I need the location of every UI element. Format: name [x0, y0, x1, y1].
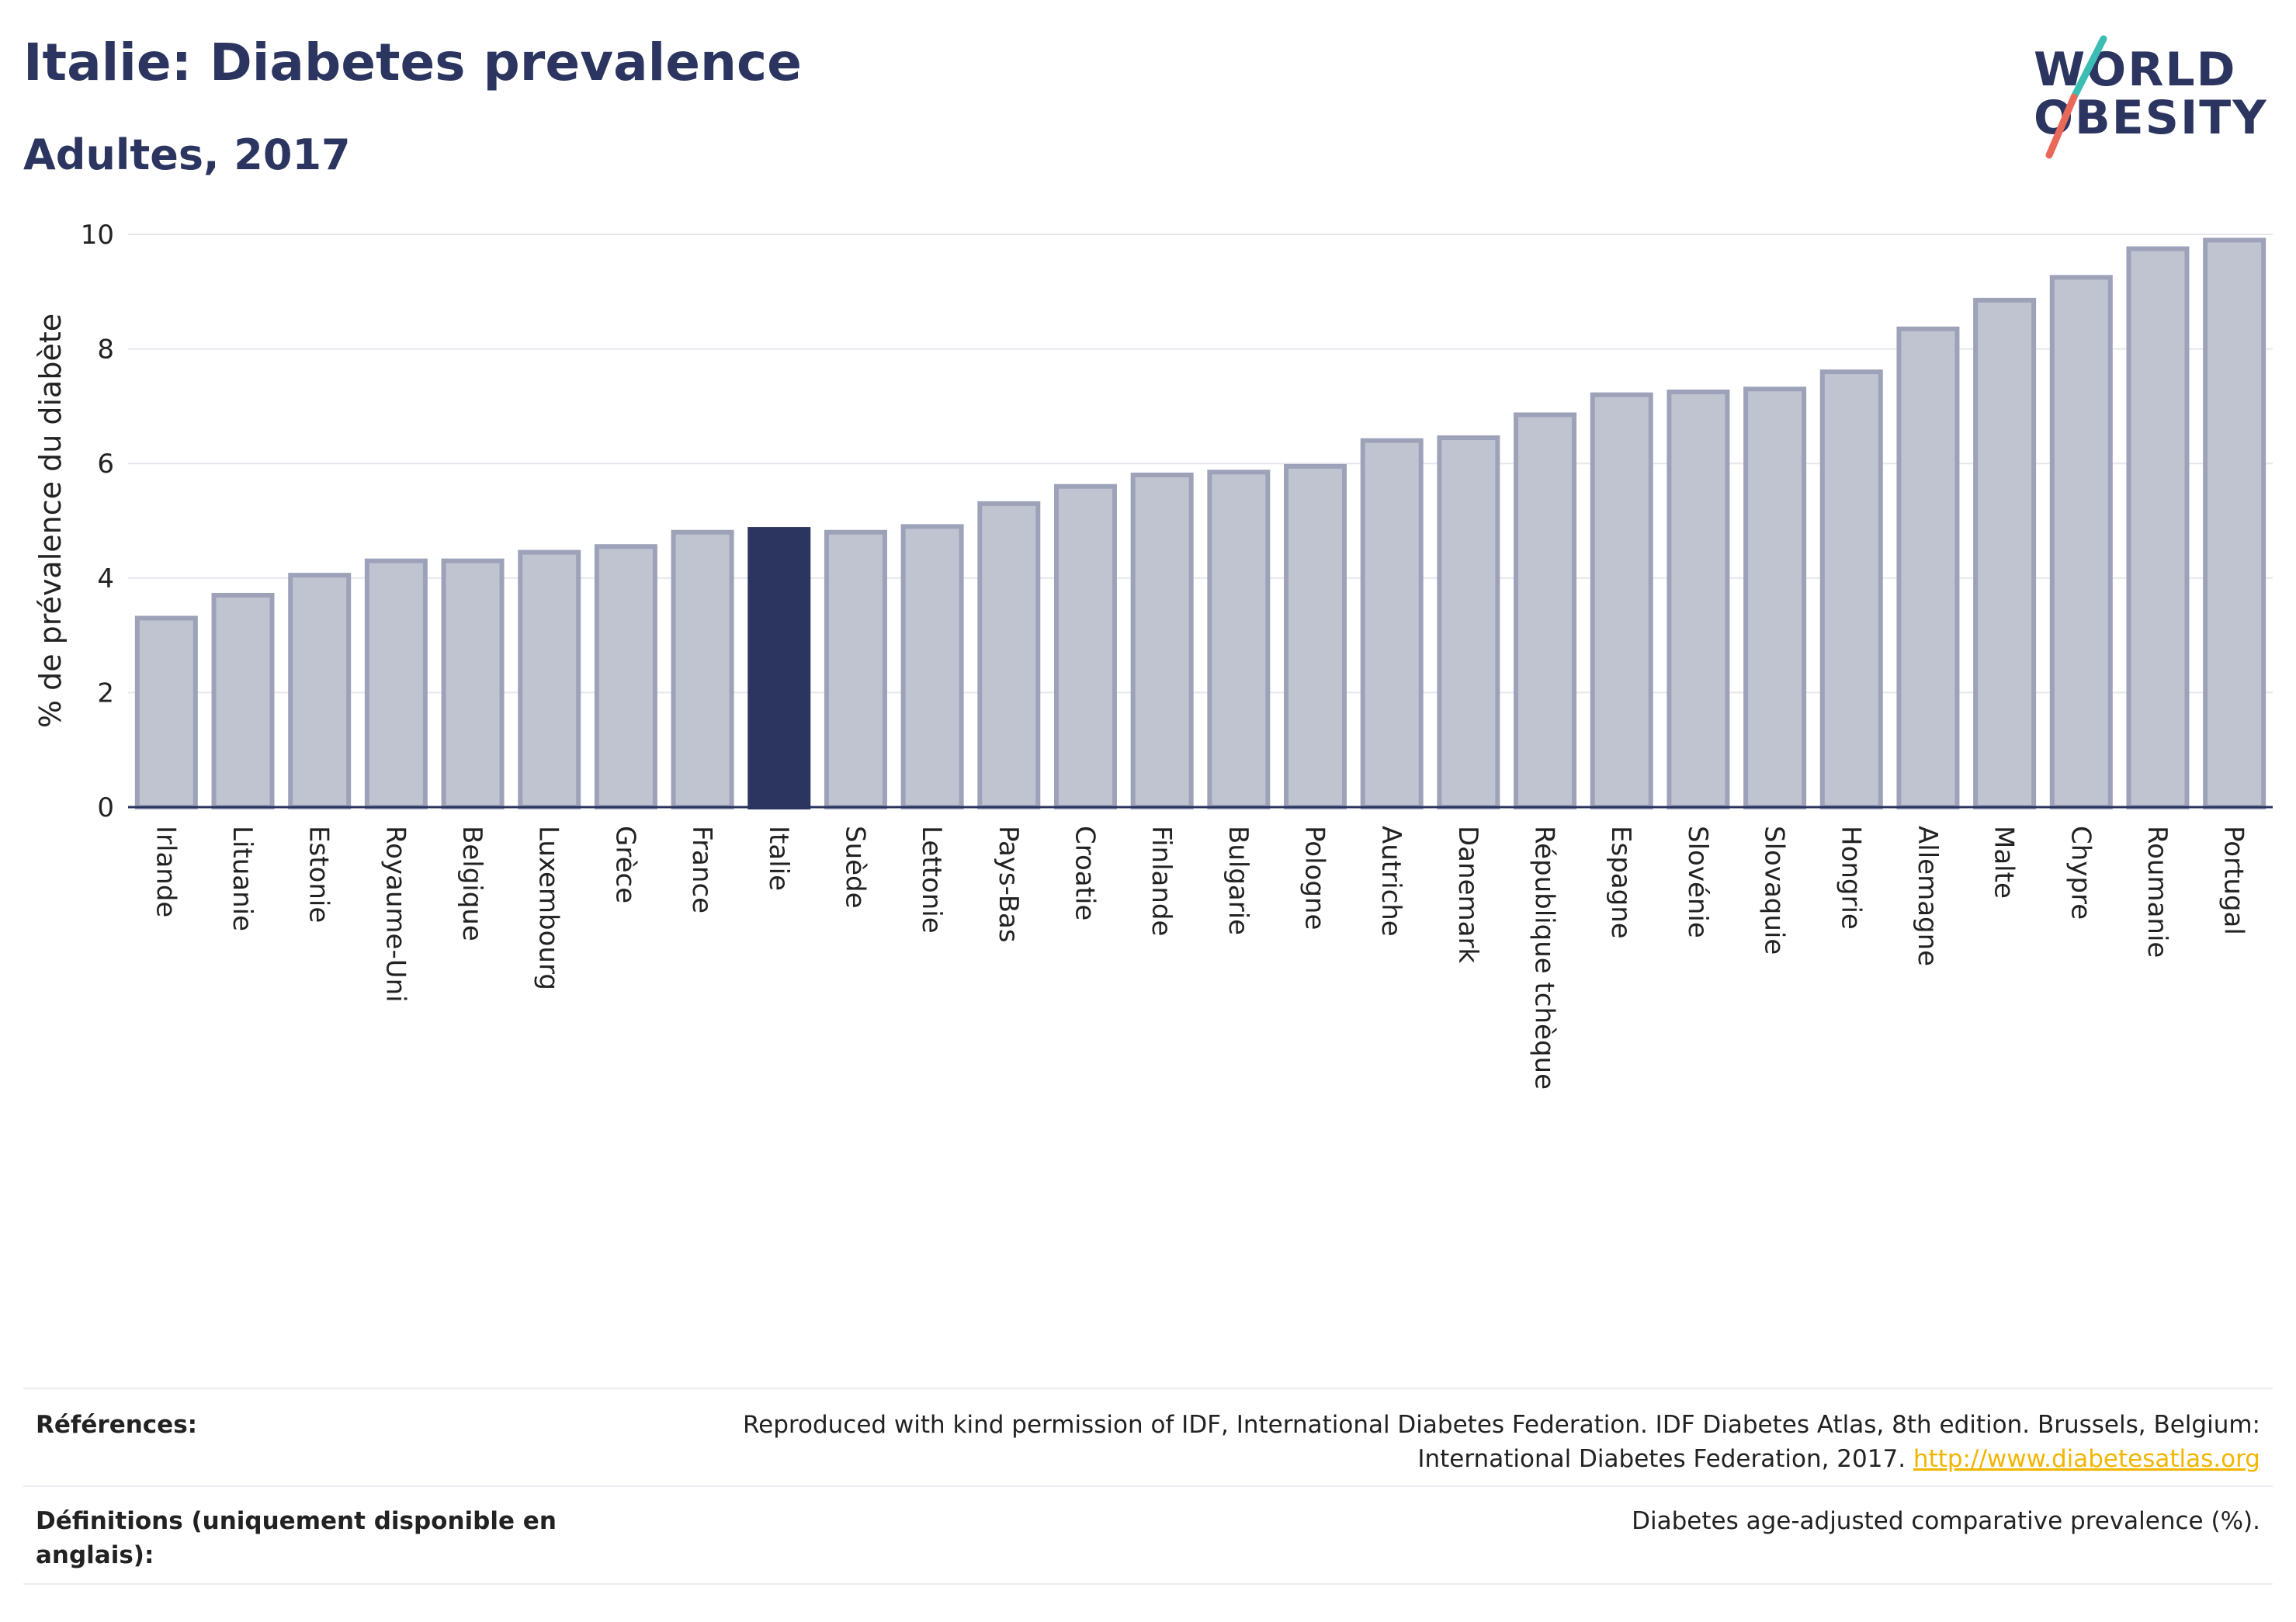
- x-tick-label: Malte: [1989, 826, 2020, 899]
- x-tick-label: Slovaquie: [1759, 826, 1790, 955]
- x-tick-label: Bulgarie: [1223, 826, 1254, 935]
- x-tick-label: Slovénie: [1682, 826, 1713, 938]
- bar: [211, 592, 275, 809]
- bar: [1896, 326, 1960, 809]
- references-label: Références:: [36, 1411, 198, 1439]
- y-tick-label: 8: [97, 334, 114, 366]
- y-tick-label: 10: [81, 220, 114, 251]
- x-tick-label: Autriche: [1375, 826, 1406, 937]
- x-tick-label: Irlande: [150, 826, 181, 917]
- bar: [134, 615, 198, 810]
- bar-chart: 0 2 4 6 8 10 % de prévalence du diabète Irlande…: [33, 220, 2273, 1090]
- definitions-text: Diabetes age-adjusted comparative preval…: [1632, 1507, 2260, 1535]
- y-tick-label: 4: [97, 563, 114, 594]
- bar: [1514, 412, 1577, 809]
- bar: [288, 573, 352, 809]
- x-tick-label: Croatie: [1069, 826, 1100, 920]
- x-tick-label: Lituanie: [227, 826, 258, 931]
- bar: [441, 558, 505, 809]
- x-tick-label: Hongrie: [1835, 826, 1866, 930]
- bar: [671, 529, 734, 809]
- definitions-label: Définitions (uniquement disponible en an…: [36, 1507, 557, 1569]
- x-tick-label: Roumanie: [2142, 826, 2173, 958]
- x-tick-label: Lettonie: [916, 826, 947, 934]
- x-tick-label: République tchèque: [1529, 826, 1560, 1090]
- bar: [824, 529, 887, 809]
- x-tick-label: Chypre: [2065, 826, 2096, 920]
- x-tick-label: Finlande: [1146, 826, 1177, 936]
- footer-divider-bottom: [23, 1583, 2273, 1585]
- bar: [1819, 369, 1883, 809]
- x-tick-label: Danemark: [1452, 826, 1483, 963]
- bar: [518, 549, 581, 809]
- references-row: Références: Reproduced with kind permiss…: [23, 1397, 2273, 1482]
- bar: [2126, 246, 2190, 809]
- x-tick-label: Pays-Bas: [993, 826, 1024, 943]
- x-tick-label: Pologne: [1299, 826, 1330, 930]
- x-tick-label: Grèce: [609, 826, 640, 903]
- x-tick-label: Allemagne: [1912, 826, 1943, 966]
- x-tick-label: Belgique: [456, 826, 487, 941]
- bar: [1743, 386, 1807, 809]
- page-title: Italie: Diabetes prevalence: [23, 33, 802, 92]
- bar: [1207, 470, 1271, 809]
- highlighted-bar: [747, 527, 811, 809]
- bar: [2203, 237, 2267, 809]
- bar: [1130, 472, 1194, 809]
- y-tick-label: 6: [97, 449, 114, 480]
- bar: [1437, 435, 1500, 809]
- bar: [364, 558, 428, 809]
- bar: [1590, 392, 1653, 809]
- references-link[interactable]: http://www.diabetesatlas.org: [1913, 1445, 2260, 1473]
- references-text: Reproduced with kind permission of IDF, …: [708, 1408, 2260, 1476]
- footer-divider-middle: [23, 1485, 2273, 1487]
- x-tick-label: Royaume-Uni: [380, 826, 411, 1003]
- bar: [594, 544, 657, 809]
- bar: [1053, 483, 1117, 809]
- bar: [1284, 463, 1347, 809]
- page-subtitle: Adultes, 2017: [23, 130, 351, 179]
- bar: [2049, 275, 2113, 810]
- x-tick-label: Estonie: [303, 826, 335, 923]
- y-tick-label: 2: [97, 678, 114, 709]
- y-tick-label: 0: [97, 792, 114, 823]
- footer-divider-top: [23, 1388, 2273, 1389]
- references-text-line2: International Diabetes Federation, 2017.: [1417, 1445, 1906, 1473]
- bar: [1360, 438, 1424, 809]
- x-tick-label: Portugal: [2218, 826, 2249, 935]
- bar: [1973, 297, 2037, 809]
- x-tick-label: Suède: [839, 826, 870, 909]
- references-text-line1: Reproduced with kind permission of IDF, …: [743, 1411, 2260, 1439]
- definitions-row: Définitions (uniquement disponible en an…: [23, 1495, 2273, 1580]
- x-tick-label: Espagne: [1605, 826, 1636, 939]
- world-obesity-logo: WORLD OBESITY: [2018, 31, 2274, 163]
- bar: [977, 501, 1041, 809]
- x-tick-label: France: [686, 826, 717, 913]
- y-axis-label: % de prévalence du diabète: [33, 314, 68, 728]
- x-tick-label: Luxembourg: [533, 826, 564, 990]
- logo-word-world: WORLD: [2034, 43, 2237, 97]
- bar: [1667, 389, 1730, 809]
- bar: [900, 524, 964, 809]
- x-tick-label: Italie: [763, 826, 794, 891]
- logo-slash-icon: [2045, 35, 2107, 159]
